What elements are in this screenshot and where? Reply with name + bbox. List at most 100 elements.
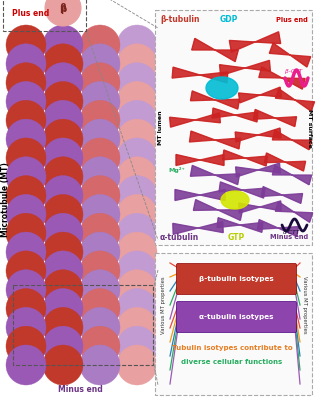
Circle shape bbox=[80, 232, 120, 272]
FancyBboxPatch shape bbox=[177, 302, 296, 332]
Polygon shape bbox=[269, 43, 311, 67]
Circle shape bbox=[117, 288, 157, 328]
Circle shape bbox=[43, 232, 83, 272]
Polygon shape bbox=[264, 153, 306, 171]
Circle shape bbox=[80, 251, 120, 291]
Text: β-CTT: β-CTT bbox=[285, 70, 302, 74]
Text: Various MT properties: Various MT properties bbox=[161, 276, 166, 334]
Circle shape bbox=[80, 176, 120, 216]
Text: α-tubulin isotypes: α-tubulin isotypes bbox=[199, 314, 274, 320]
Circle shape bbox=[80, 25, 120, 65]
Circle shape bbox=[6, 63, 46, 103]
Circle shape bbox=[117, 157, 157, 197]
Circle shape bbox=[80, 194, 120, 234]
Polygon shape bbox=[192, 38, 238, 62]
Circle shape bbox=[117, 270, 157, 310]
Polygon shape bbox=[219, 182, 265, 198]
Circle shape bbox=[6, 194, 46, 234]
Polygon shape bbox=[221, 191, 249, 209]
Text: Minus end: Minus end bbox=[58, 386, 102, 394]
Polygon shape bbox=[206, 77, 238, 99]
Circle shape bbox=[117, 44, 157, 84]
Circle shape bbox=[117, 326, 157, 366]
Circle shape bbox=[117, 251, 157, 291]
Polygon shape bbox=[173, 222, 223, 234]
Text: β: β bbox=[60, 4, 66, 14]
Polygon shape bbox=[229, 32, 281, 52]
Polygon shape bbox=[236, 163, 280, 177]
Text: β: β bbox=[59, 3, 67, 13]
Polygon shape bbox=[170, 113, 220, 127]
Polygon shape bbox=[191, 166, 240, 184]
Circle shape bbox=[43, 345, 83, 385]
Polygon shape bbox=[239, 201, 281, 213]
Bar bbox=[155, 253, 312, 395]
Circle shape bbox=[117, 194, 157, 234]
Polygon shape bbox=[175, 190, 225, 200]
Circle shape bbox=[80, 82, 120, 122]
Circle shape bbox=[80, 288, 120, 328]
Circle shape bbox=[80, 119, 120, 159]
Circle shape bbox=[6, 82, 46, 122]
Circle shape bbox=[80, 100, 120, 140]
Circle shape bbox=[6, 232, 46, 272]
Text: β-tubulin: β-tubulin bbox=[160, 16, 199, 24]
Circle shape bbox=[6, 44, 46, 84]
Text: Tubulin isotypes contribute to: Tubulin isotypes contribute to bbox=[172, 345, 292, 351]
Polygon shape bbox=[272, 165, 312, 185]
Circle shape bbox=[80, 307, 120, 347]
Circle shape bbox=[6, 345, 46, 385]
Circle shape bbox=[43, 63, 83, 103]
Circle shape bbox=[6, 138, 46, 178]
Circle shape bbox=[80, 270, 120, 310]
Polygon shape bbox=[190, 131, 240, 149]
Circle shape bbox=[6, 326, 46, 366]
Circle shape bbox=[43, 326, 83, 366]
Bar bbox=[155, 10, 312, 245]
Polygon shape bbox=[217, 218, 263, 232]
Circle shape bbox=[43, 82, 83, 122]
Circle shape bbox=[117, 345, 157, 385]
Polygon shape bbox=[222, 150, 267, 166]
Polygon shape bbox=[261, 187, 302, 203]
Text: Various MT properties: Various MT properties bbox=[302, 276, 307, 334]
Circle shape bbox=[43, 157, 83, 197]
Bar bbox=[13, 285, 153, 365]
Circle shape bbox=[80, 213, 120, 253]
Polygon shape bbox=[272, 130, 312, 150]
Circle shape bbox=[117, 25, 157, 65]
Circle shape bbox=[117, 138, 157, 178]
Text: Mg²⁺: Mg²⁺ bbox=[168, 167, 185, 173]
Circle shape bbox=[117, 176, 157, 216]
Polygon shape bbox=[258, 220, 299, 236]
Circle shape bbox=[43, 307, 83, 347]
Text: GDP: GDP bbox=[220, 16, 238, 24]
Polygon shape bbox=[276, 89, 314, 111]
Circle shape bbox=[117, 307, 157, 347]
Circle shape bbox=[43, 213, 83, 253]
Circle shape bbox=[43, 44, 83, 84]
Circle shape bbox=[43, 270, 83, 310]
Text: MT surface: MT surface bbox=[307, 108, 312, 148]
Text: Plus end: Plus end bbox=[276, 17, 308, 23]
FancyBboxPatch shape bbox=[177, 264, 296, 294]
Circle shape bbox=[117, 63, 157, 103]
Circle shape bbox=[6, 251, 46, 291]
Circle shape bbox=[80, 138, 120, 178]
Circle shape bbox=[6, 157, 46, 197]
Circle shape bbox=[80, 63, 120, 103]
Circle shape bbox=[43, 251, 83, 291]
Circle shape bbox=[43, 138, 83, 178]
Circle shape bbox=[80, 44, 120, 84]
Text: Minus end: Minus end bbox=[270, 234, 308, 240]
Polygon shape bbox=[220, 60, 270, 76]
Polygon shape bbox=[172, 67, 228, 83]
Text: α-tubulin: α-tubulin bbox=[160, 232, 199, 242]
Circle shape bbox=[117, 119, 157, 159]
Polygon shape bbox=[275, 202, 313, 222]
Circle shape bbox=[117, 82, 157, 122]
Circle shape bbox=[6, 176, 46, 216]
Circle shape bbox=[6, 288, 46, 328]
Circle shape bbox=[6, 213, 46, 253]
Polygon shape bbox=[193, 200, 243, 220]
